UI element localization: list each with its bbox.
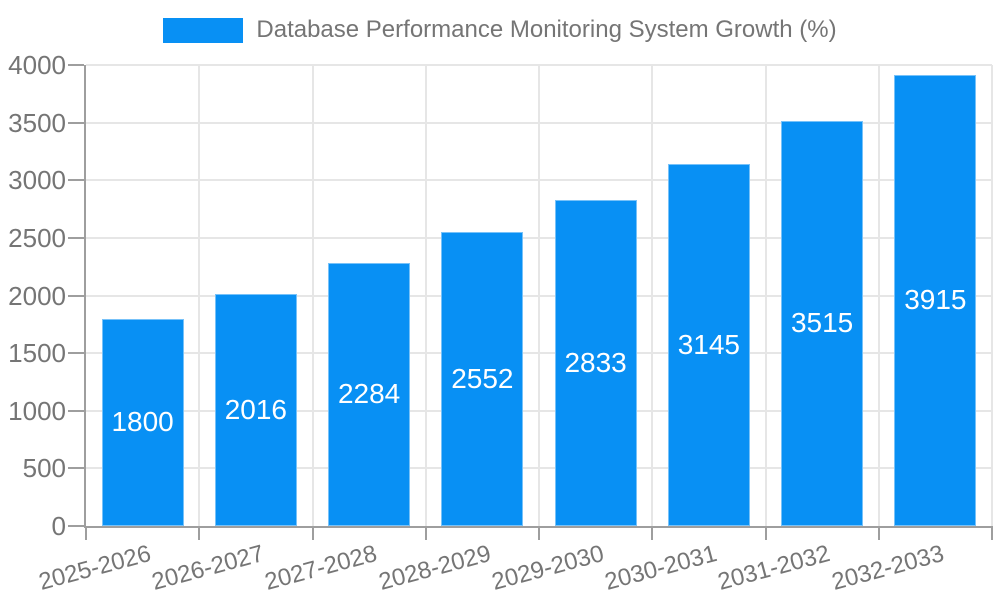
x-axis-tick-label: 2027-2028 bbox=[262, 540, 381, 596]
y-axis-tick-label: 0 bbox=[51, 511, 66, 541]
x-axis-tick bbox=[424, 526, 427, 540]
x-axis-labels: 2025-2026 2026-2027 2027-2028 2028-2029 2029… bbox=[36, 540, 992, 600]
x-axis-tick-label: 2025-2026 bbox=[35, 540, 154, 596]
bar-value-label: 1800 bbox=[111, 406, 174, 438]
bar-value-label: 3515 bbox=[790, 307, 854, 339]
y-axis-tick-label: 4000 bbox=[8, 50, 66, 80]
bar: 1800 bbox=[101, 318, 184, 526]
bar: 2016 bbox=[214, 293, 297, 526]
bar: 3145 bbox=[667, 163, 750, 526]
y-axis-tick-label: 2000 bbox=[8, 280, 66, 311]
gridline-vertical bbox=[198, 65, 201, 526]
bar-value-label: 2552 bbox=[451, 362, 514, 394]
gridline-vertical bbox=[991, 65, 993, 526]
gridline-vertical bbox=[311, 65, 314, 526]
bar: 3515 bbox=[781, 120, 864, 526]
bar: 2284 bbox=[328, 262, 411, 526]
plot-area: 1800 2016 2284 2552 2833 3145 3515 3915 bbox=[84, 64, 993, 528]
y-axis-tick bbox=[68, 467, 84, 470]
bar: 3915 bbox=[894, 74, 977, 526]
y-axis-tick-label: 1000 bbox=[8, 395, 66, 426]
x-axis-tick bbox=[311, 526, 314, 540]
x-axis-tick-label: 2026-2027 bbox=[149, 540, 267, 596]
y-axis-tick bbox=[68, 525, 84, 527]
bar-value-label: 2016 bbox=[224, 393, 288, 425]
x-axis-tick bbox=[991, 526, 993, 540]
y-axis-tick bbox=[68, 64, 84, 66]
bar-value-label: 3145 bbox=[677, 328, 741, 360]
x-axis-tick-label: 2030-2031 bbox=[602, 540, 720, 596]
x-axis-tick bbox=[198, 526, 201, 540]
y-axis-tick-label: 3000 bbox=[8, 165, 66, 196]
bar-value-label: 2284 bbox=[337, 378, 401, 410]
x-axis-tick-label: 2029-2030 bbox=[488, 540, 607, 596]
gridline-vertical bbox=[424, 65, 427, 526]
y-axis-tick bbox=[68, 179, 84, 182]
legend-swatch bbox=[163, 17, 244, 43]
x-axis-tick bbox=[764, 526, 767, 540]
y-axis-tick-label: 500 bbox=[22, 453, 66, 484]
gridline-vertical bbox=[651, 65, 654, 526]
y-axis-tick-label: 1500 bbox=[8, 338, 66, 369]
x-axis-tick-label: 2031-2032 bbox=[715, 540, 834, 596]
y-axis-tick bbox=[68, 121, 84, 124]
y-axis-tick bbox=[68, 352, 84, 355]
y-axis-tick bbox=[68, 294, 84, 297]
y-axis-tick-label: 3500 bbox=[8, 107, 66, 138]
y-axis-tick bbox=[68, 236, 84, 239]
bar-value-label: 2833 bbox=[564, 346, 627, 378]
x-axis-tick bbox=[85, 526, 87, 540]
x-axis-tick bbox=[651, 526, 654, 540]
x-axis-tick bbox=[538, 526, 540, 540]
x-axis-tick bbox=[877, 526, 880, 540]
gridline-vertical bbox=[877, 65, 880, 526]
legend: Database Performance Monitoring System G… bbox=[0, 16, 1000, 44]
x-axis-tick-label: 2028-2029 bbox=[375, 540, 494, 596]
bar: 2552 bbox=[441, 231, 524, 526]
y-axis-tick-label: 2500 bbox=[8, 222, 66, 253]
gridline-vertical bbox=[538, 65, 540, 526]
y-axis-tick bbox=[68, 409, 84, 412]
legend-label: Database Performance Monitoring System G… bbox=[256, 16, 837, 43]
gridline-vertical bbox=[764, 65, 767, 526]
x-axis-tick-label: 2032-2033 bbox=[828, 540, 947, 596]
bar-value-label: 3915 bbox=[904, 284, 967, 316]
bar: 2833 bbox=[554, 199, 637, 526]
